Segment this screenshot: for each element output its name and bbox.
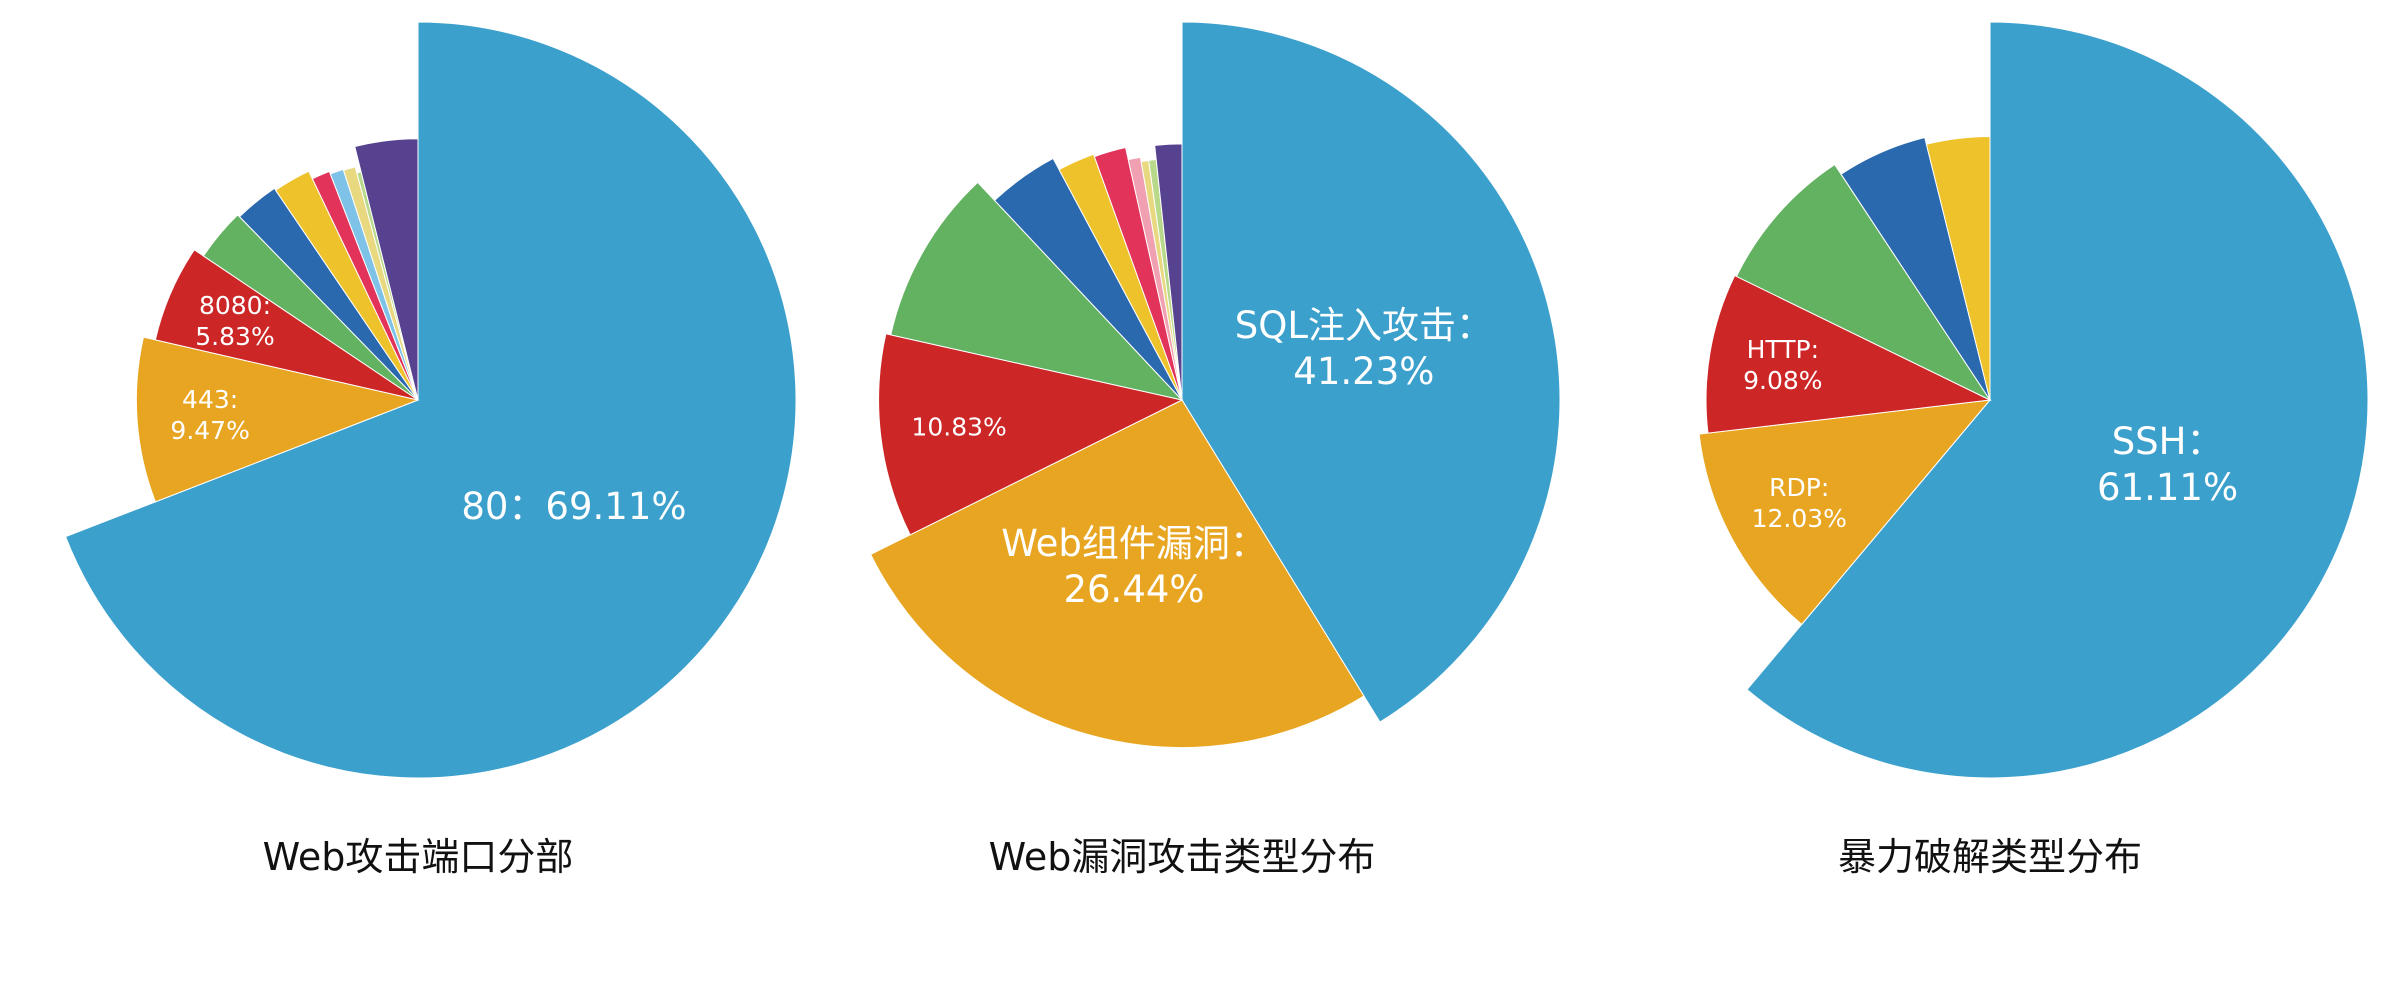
pie-slice <box>1705 274 1992 434</box>
pie-slice <box>1058 153 1183 401</box>
pie-slice <box>1698 399 1992 626</box>
pie-slice <box>329 168 419 401</box>
pie-slice <box>1925 135 1991 401</box>
pie-slice <box>1735 163 1992 402</box>
pie-slice <box>1746 21 2369 779</box>
chart-title: 暴力破解类型分布 <box>1837 835 2143 879</box>
chart-title: Web攻击端口分部 <box>262 835 574 879</box>
pie-slice <box>311 170 419 401</box>
pie-slice <box>1093 146 1183 401</box>
slice-label: SQL注入攻击： 41.23% <box>1234 303 1493 393</box>
pie-slice <box>274 170 419 401</box>
slice-label: RDP: 12.03% <box>1751 472 1847 533</box>
slice-label: HTTP: 9.08% <box>1743 334 1823 395</box>
slice-label: 80：69.11% <box>461 484 687 528</box>
pie-slice <box>154 249 419 401</box>
pie-slice <box>993 157 1183 401</box>
slice-label: SSH：61.11% <box>2097 419 2239 509</box>
pie-slice <box>890 181 1184 401</box>
pie-slice <box>135 336 420 503</box>
chart-title: Web漏洞攻击类型分布 <box>988 835 1376 879</box>
slice-label: 8080: 5.83% <box>195 290 275 351</box>
slice-label: 10.83% <box>911 412 1007 442</box>
pie-slice <box>64 21 797 779</box>
pie-slice <box>1127 156 1183 401</box>
pie-slice <box>1840 136 1991 401</box>
pie-slice <box>202 214 419 401</box>
pie-slice <box>238 187 419 401</box>
pie-slice <box>354 138 419 401</box>
pie-slice <box>870 399 1365 748</box>
slice-label: 443: 9.47% <box>170 384 250 446</box>
slice-label: Web组件漏洞： 26.44% <box>1001 521 1267 611</box>
pie-slice <box>878 333 1184 536</box>
pie-slice <box>342 166 419 401</box>
pie-slice <box>1181 21 1561 723</box>
pie-slice <box>1154 143 1183 401</box>
